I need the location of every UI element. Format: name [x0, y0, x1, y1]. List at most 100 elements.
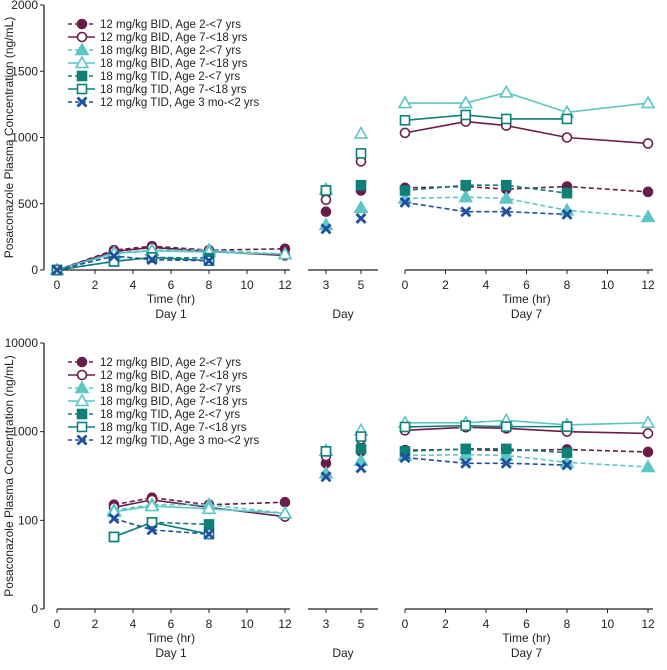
legend-label: 18 mg/kg BID, Age 7-<18 yrs	[100, 58, 248, 70]
data-point	[460, 457, 472, 469]
data-point	[500, 113, 512, 125]
data-point	[201, 501, 217, 515]
y-axis-label: Posaconazole Plasma Concentration (ng/mL…	[2, 355, 16, 596]
data-point	[146, 524, 158, 536]
data-point	[76, 356, 88, 368]
data-point	[561, 421, 573, 432]
data-point	[397, 95, 413, 109]
data-point	[355, 462, 367, 474]
x-tick-label: 0	[54, 617, 61, 631]
y-tick-label: 1000	[11, 425, 38, 439]
data-point	[355, 431, 367, 442]
x-tick-label: 5	[358, 278, 365, 292]
data-point	[320, 223, 332, 235]
data-point	[108, 512, 120, 524]
data-point	[76, 96, 88, 108]
x-tick-label: 12	[278, 617, 292, 631]
data-point	[320, 194, 332, 206]
data-point	[642, 138, 654, 149]
legend-label: 12 mg/kg BID, Age 7-<18 yrs	[100, 370, 248, 382]
data-point	[500, 443, 512, 455]
data-point	[76, 83, 88, 95]
data-point	[355, 212, 367, 224]
legend-label: 18 mg/kg BID, Age 7-<18 yrs	[100, 396, 248, 408]
data-point	[355, 148, 367, 159]
panel-label: Day 7	[511, 307, 543, 321]
x-tick-label: 0	[402, 278, 409, 292]
data-point	[460, 443, 472, 455]
series-line	[405, 419, 649, 426]
y-tick-label: 2000	[11, 0, 38, 12]
series-line	[56, 256, 210, 271]
x-tick-label: 4	[483, 617, 490, 631]
legend-label: 18 mg/kg TID, Age 2-<7 yrs	[100, 71, 240, 83]
x-tick-label: 0	[402, 617, 409, 631]
data-point	[561, 459, 573, 471]
series-line	[113, 496, 286, 506]
data-point	[76, 434, 88, 446]
data-point	[146, 252, 158, 263]
data-point	[399, 127, 411, 139]
x-axis-label: Time (hr)	[147, 631, 195, 645]
series-line	[404, 426, 649, 435]
x-tick-label: 4	[130, 278, 137, 292]
x-tick-label: 12	[641, 278, 655, 292]
data-point	[74, 380, 90, 394]
series-line	[404, 201, 568, 216]
x-tick-label: 0	[54, 278, 61, 292]
data-point	[108, 250, 120, 262]
data-point	[642, 186, 654, 198]
data-point	[561, 113, 573, 125]
data-point	[561, 187, 573, 199]
data-point	[51, 264, 63, 276]
x-tick-label: 8	[206, 617, 213, 631]
data-point	[76, 18, 88, 30]
data-point	[399, 452, 411, 464]
data-point	[642, 428, 654, 439]
panel-label: Day	[332, 646, 353, 660]
data-point	[498, 447, 514, 461]
x-tick-label: 8	[564, 617, 571, 631]
series-line	[405, 91, 649, 114]
data-point	[277, 505, 293, 519]
data-point	[500, 457, 512, 469]
data-point	[460, 109, 472, 121]
x-tick-label: 6	[168, 278, 175, 292]
series-5	[51, 109, 573, 276]
data-point	[500, 421, 512, 432]
data-point	[76, 408, 88, 420]
data-point	[458, 95, 474, 109]
data-point	[76, 31, 88, 43]
x-tick-label: 12	[278, 278, 292, 292]
legend-label: 18 mg/kg TID, Age 2-<7 yrs	[100, 409, 240, 421]
data-point	[146, 254, 158, 266]
data-point	[74, 42, 90, 56]
x-tick-label: 6	[523, 617, 530, 631]
data-point	[498, 84, 514, 98]
y-tick-label: 10000	[5, 336, 39, 350]
series-line	[404, 448, 568, 454]
data-point	[146, 517, 158, 528]
data-point	[76, 369, 88, 381]
legend-label: 12 mg/kg BID, Age 2-<7 yrs	[100, 357, 241, 369]
x-tick-label: 6	[168, 617, 175, 631]
x-tick-label: 2	[442, 278, 449, 292]
data-point	[108, 531, 120, 543]
y-tick-label: 0	[31, 602, 38, 616]
data-point	[353, 453, 369, 467]
data-point	[355, 179, 367, 191]
data-point	[320, 185, 332, 196]
x-tick-label: 10	[240, 278, 254, 292]
x-tick-label: 2	[92, 278, 99, 292]
x-tick-label: 4	[483, 278, 490, 292]
data-point	[355, 443, 367, 455]
series-line	[404, 424, 567, 428]
series-line	[404, 456, 568, 466]
legend-label: 18 mg/kg BID, Age 2-<7 yrs	[100, 383, 241, 395]
panel-label: Day 1	[155, 646, 187, 660]
x-axis-label: Time (hr)	[147, 292, 195, 306]
data-point	[74, 393, 90, 407]
data-point	[500, 179, 512, 191]
